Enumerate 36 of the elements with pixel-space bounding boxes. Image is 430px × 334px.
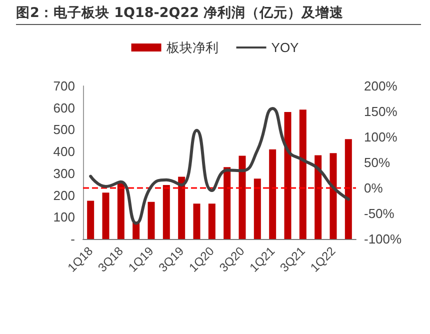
bar (148, 202, 155, 239)
chart-title: 图2：电子板块 1Q18-2Q22 净利润（亿元）及增速 (16, 4, 421, 25)
bar (344, 139, 352, 239)
y-tick-label: 100 (53, 210, 75, 225)
bar (269, 149, 276, 239)
y-tick-label: 500 (53, 122, 75, 138)
y-tick-label: 200 (53, 188, 75, 203)
y2-tick-label: 150% (364, 104, 398, 119)
legend-label: 板块净利 (165, 40, 218, 55)
line-series (89, 106, 350, 225)
bar (254, 178, 261, 239)
y2-tick-label: 50% (364, 155, 390, 170)
bar (330, 153, 337, 239)
y2-tick-label: -50% (364, 206, 395, 221)
bar (224, 167, 231, 239)
y-tick-label: 300 (53, 166, 75, 181)
y2-tick-label: 0% (364, 180, 384, 196)
y2-tick-label: 200% (364, 78, 398, 94)
bar (208, 204, 216, 239)
y-tick-label: 600 (53, 100, 75, 116)
y-tick-label: 700 (53, 78, 75, 94)
bar (162, 185, 170, 239)
bar (193, 204, 200, 239)
y2-tick-label: 100% (364, 130, 398, 144)
bar (178, 176, 186, 239)
y-tick-label: 400 (53, 144, 75, 160)
bar (284, 112, 292, 239)
y-tick-label: - (70, 232, 75, 246)
bar (117, 183, 124, 239)
y2-tick-label: -100% (364, 232, 402, 246)
bar (314, 155, 322, 239)
bar (87, 200, 94, 239)
bar (238, 156, 246, 239)
bar (102, 192, 110, 239)
legend-label: YOY (271, 40, 300, 55)
bar (299, 110, 306, 239)
